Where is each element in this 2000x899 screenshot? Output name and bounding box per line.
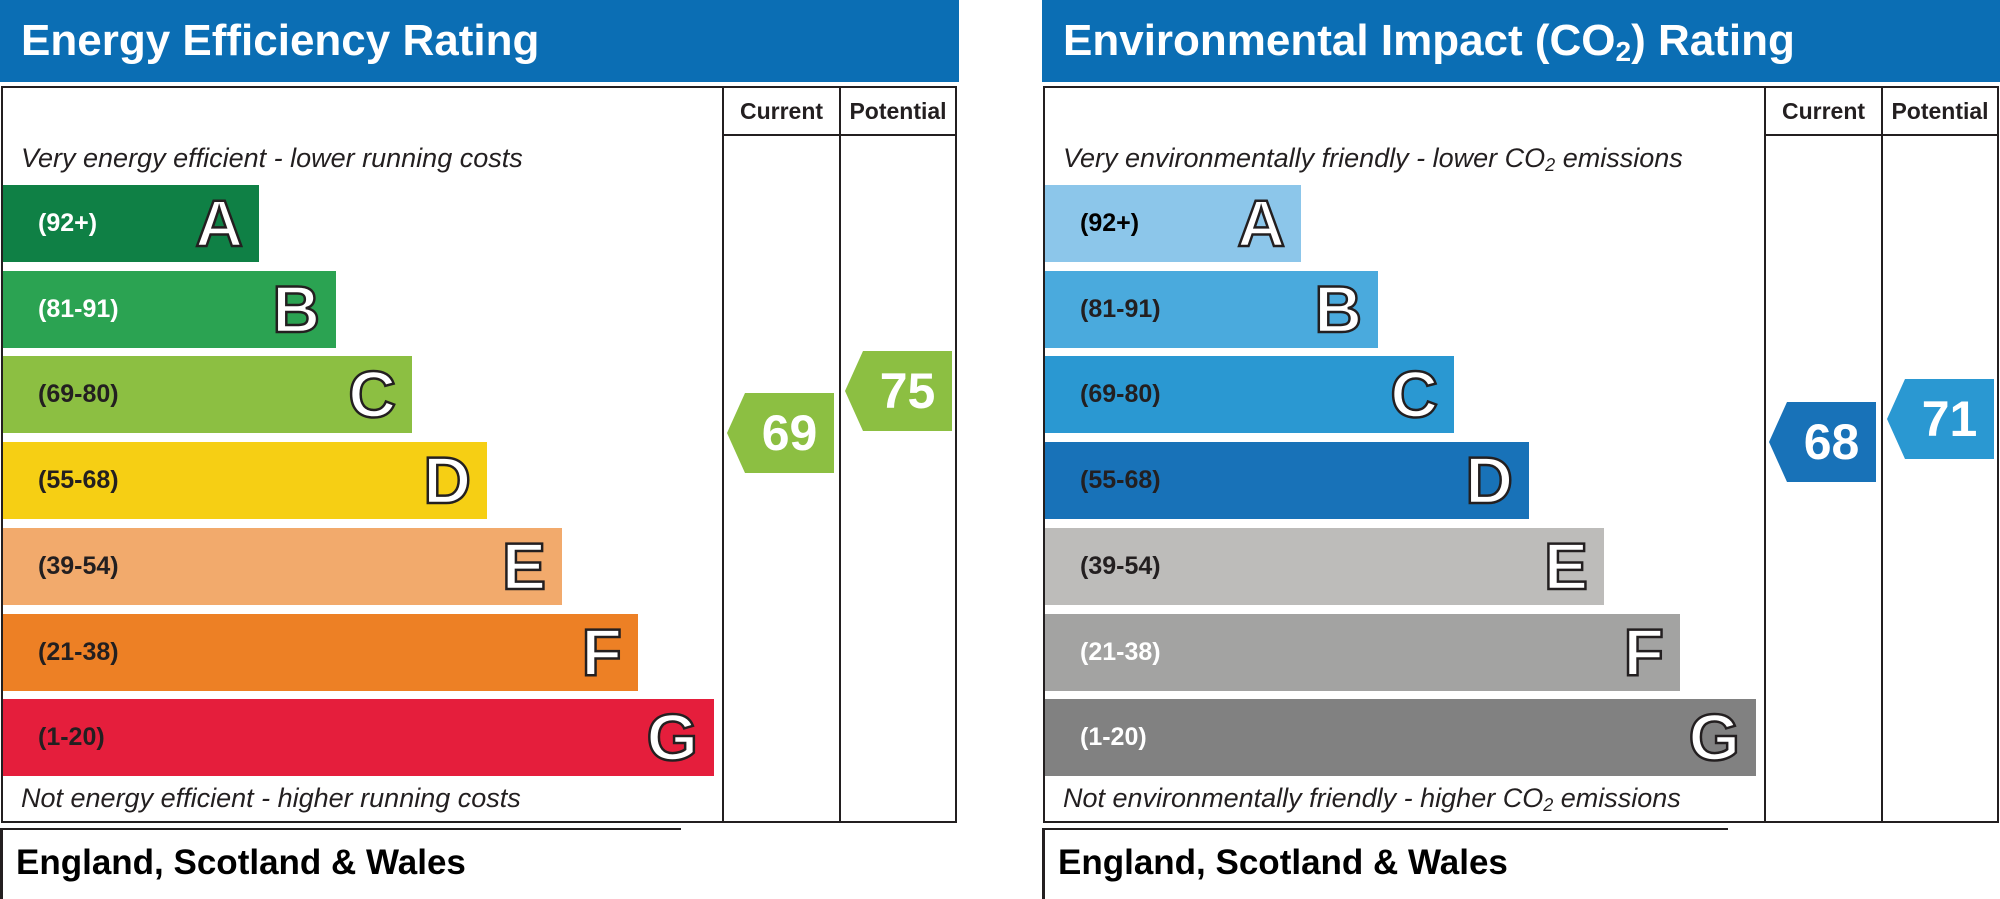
band-letter: D bbox=[1464, 442, 1514, 519]
band-letter: E bbox=[501, 528, 548, 605]
column-divider bbox=[722, 86, 724, 823]
band-f: (21-38) F bbox=[3, 614, 638, 691]
band-c: (69-80) C bbox=[1045, 356, 1454, 433]
column-divider bbox=[1881, 86, 1883, 823]
header-divider bbox=[1764, 134, 1999, 136]
band-letter: E bbox=[1543, 528, 1590, 605]
band-range-label: (81-91) bbox=[1080, 295, 1161, 323]
energy-efficiency-chart: Energy Efficiency Rating Current Potenti… bbox=[0, 0, 959, 899]
band-letter: G bbox=[1687, 699, 1741, 776]
top-caption: Very energy efficient - lower running co… bbox=[21, 143, 523, 173]
band-range-label: (92+) bbox=[1080, 209, 1140, 237]
band-letter: G bbox=[645, 699, 699, 776]
band-b: (81-91) B bbox=[1045, 271, 1378, 348]
band-letter: A bbox=[1236, 185, 1286, 262]
band-range-label: (39-54) bbox=[1080, 552, 1161, 580]
band-letter: C bbox=[1389, 356, 1439, 433]
potential-rating-arrow: 71 bbox=[1887, 379, 1994, 459]
column-divider bbox=[839, 86, 841, 823]
header-divider bbox=[722, 134, 957, 136]
band-letter: A bbox=[194, 185, 244, 262]
band-range-label: (92+) bbox=[38, 209, 98, 237]
potential-column-header: Potential bbox=[849, 98, 947, 124]
potential-rating-value: 75 bbox=[879, 363, 936, 419]
band-e: (39-54) E bbox=[3, 528, 562, 605]
chart-grid bbox=[1043, 86, 1999, 823]
band-g: (1-20) G bbox=[3, 699, 714, 776]
band-a: (92+) A bbox=[3, 185, 259, 262]
region-label: England, Scotland & Wales bbox=[0, 828, 681, 899]
top-caption: Very environmentally friendly - lower CO… bbox=[1063, 143, 1683, 175]
band-letter: B bbox=[1313, 271, 1363, 348]
band-letter: F bbox=[1622, 614, 1665, 691]
current-rating-value: 68 bbox=[1803, 414, 1860, 470]
current-column-header: Current bbox=[1781, 98, 1866, 124]
band-d: (55-68) D bbox=[3, 442, 487, 519]
band-range-label: (55-68) bbox=[38, 466, 119, 494]
band-b: (81-91) B bbox=[3, 271, 336, 348]
current-rating-value: 69 bbox=[761, 405, 818, 461]
current-rating-arrow: 69 bbox=[727, 393, 834, 473]
band-c: (69-80) C bbox=[3, 356, 412, 433]
current-rating-arrow: 68 bbox=[1769, 402, 1876, 482]
potential-rating-value: 71 bbox=[1921, 391, 1978, 447]
chart-title: Energy Efficiency Rating bbox=[0, 0, 959, 82]
potential-rating-arrow: 75 bbox=[845, 351, 952, 431]
band-range-label: (21-38) bbox=[1080, 638, 1161, 666]
environmental-impact-chart: Environmental Impact (CO2) Rating Curren… bbox=[1042, 0, 2000, 899]
column-divider bbox=[1764, 86, 1766, 823]
band-range-label: (81-91) bbox=[38, 295, 119, 323]
band-d: (55-68) D bbox=[1045, 442, 1529, 519]
chart-title: Environmental Impact (CO2) Rating bbox=[1042, 0, 2000, 82]
band-range-label: (21-38) bbox=[38, 638, 119, 666]
band-range-label: (39-54) bbox=[38, 552, 119, 580]
bottom-caption: Not energy efficient - higher running co… bbox=[21, 783, 521, 813]
band-g: (1-20) G bbox=[1045, 699, 1756, 776]
potential-column-header: Potential bbox=[1891, 98, 1989, 124]
band-f: (21-38) F bbox=[1045, 614, 1680, 691]
bottom-caption: Not environmentally friendly - higher CO… bbox=[1063, 783, 1681, 815]
band-range-label: (69-80) bbox=[38, 380, 119, 408]
band-range-label: (69-80) bbox=[1080, 380, 1161, 408]
band-e: (39-54) E bbox=[1045, 528, 1604, 605]
band-range-label: (1-20) bbox=[38, 723, 105, 751]
band-a: (92+) A bbox=[1045, 185, 1301, 262]
band-letter: C bbox=[347, 356, 397, 433]
chart-grid bbox=[1, 86, 957, 823]
band-letter: D bbox=[422, 442, 472, 519]
band-range-label: (1-20) bbox=[1080, 723, 1147, 751]
band-range-label: (55-68) bbox=[1080, 466, 1161, 494]
band-letter: F bbox=[580, 614, 623, 691]
band-letter: B bbox=[271, 271, 321, 348]
current-column-header: Current bbox=[739, 98, 824, 124]
region-label: England, Scotland & Wales bbox=[1042, 828, 1728, 899]
